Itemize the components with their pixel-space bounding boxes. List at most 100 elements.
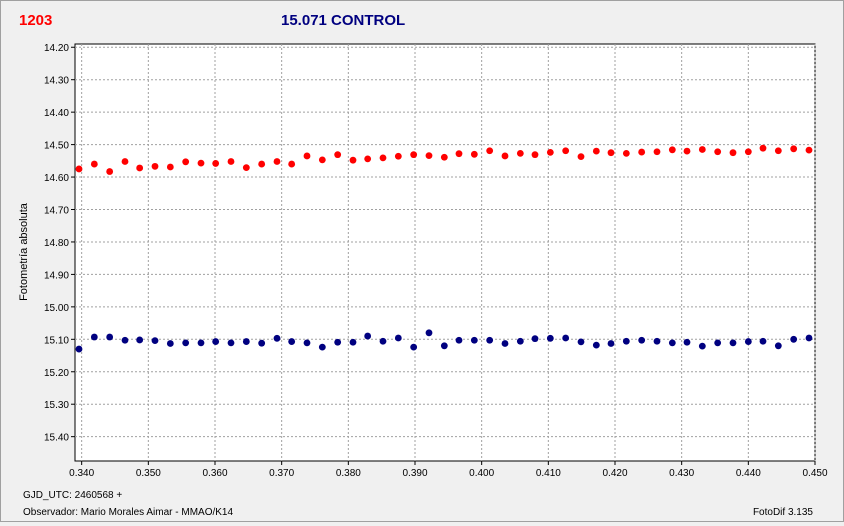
grid — [75, 44, 816, 461]
series-2-point — [334, 338, 342, 346]
series-1-point — [592, 147, 600, 155]
x-tick-label: 0.370 — [269, 468, 294, 479]
series-1-point — [90, 160, 98, 168]
y-tick-label: 15.20 — [44, 368, 69, 379]
x-tick-label: 0.340 — [69, 468, 94, 479]
y-tick-label: 15.40 — [44, 433, 69, 444]
series-1-point — [668, 146, 676, 154]
series-1-point — [242, 164, 250, 172]
series-2-point — [394, 334, 402, 342]
series-1-point — [425, 152, 433, 160]
series-1-point — [394, 152, 402, 160]
series-2-point — [805, 334, 813, 342]
series-1-point — [227, 158, 235, 165]
series-1-point — [546, 148, 554, 156]
series-1-point — [653, 148, 661, 156]
y-tick-label: 14.80 — [44, 238, 69, 249]
series-1-point — [212, 160, 220, 167]
x-tick-label: 0.420 — [602, 468, 627, 479]
x-tick-label: 0.380 — [336, 468, 361, 479]
series-2-point — [638, 336, 646, 344]
footer-observer: Observador: Mario Morales Aimar - MMAO/K… — [23, 507, 233, 518]
series-2-point — [288, 338, 296, 345]
series-1-point — [273, 158, 281, 165]
series-1-point — [455, 150, 463, 158]
plot-area — [74, 43, 816, 462]
series-1-point — [258, 160, 266, 168]
series-1-point — [136, 164, 144, 172]
series-1-point — [516, 149, 524, 157]
series-2-point — [182, 339, 190, 347]
series-1-point — [774, 147, 782, 155]
series-2-point — [410, 343, 418, 351]
series-2-point — [790, 335, 798, 343]
y-tick-label: 14.60 — [44, 173, 69, 184]
series-2-point — [546, 334, 554, 342]
series-1-point — [805, 146, 813, 154]
series-1-point — [364, 155, 372, 163]
header-left-label: 1203 — [19, 12, 52, 29]
series-1-point — [622, 149, 630, 157]
x-tick-label: 0.350 — [136, 468, 161, 479]
series-1-point — [288, 160, 296, 168]
series-1-point — [729, 149, 737, 157]
x-tick-label: 0.440 — [736, 468, 761, 479]
series-1-point — [486, 147, 494, 155]
series-2-point — [106, 333, 114, 341]
series-2-point — [607, 340, 615, 347]
series-1-point — [683, 147, 691, 155]
x-tick-label: 0.450 — [802, 468, 827, 479]
x-tick-label: 0.400 — [469, 468, 494, 479]
series-1-point — [410, 151, 418, 159]
y-tick-label: 14.40 — [44, 108, 69, 119]
x-tick-label: 0.390 — [402, 468, 427, 479]
series-1-point — [531, 151, 539, 159]
series-2-point — [166, 340, 174, 347]
series-2-point — [698, 342, 706, 350]
x-tick-label: 0.430 — [669, 468, 694, 479]
axis-ticks: 0.340 0.350 0.360 0.370 0.380 0.390 0.400 0.410… — [44, 43, 828, 479]
series-2-point — [227, 339, 235, 347]
series-1-point — [744, 148, 752, 156]
series-2-point — [212, 338, 220, 345]
y-tick-label: 15.30 — [44, 400, 69, 411]
series-2-point — [425, 329, 433, 337]
series-2-point — [622, 337, 630, 345]
series-1-point — [759, 144, 767, 152]
series-2-point — [501, 340, 509, 347]
y-tick-label: 15.10 — [44, 335, 69, 346]
series-1-point — [166, 163, 174, 171]
series-1-point — [379, 154, 387, 162]
x-tick-label: 0.410 — [536, 468, 561, 479]
series-1-point — [151, 162, 159, 170]
series-2-point — [364, 332, 372, 340]
y-tick-label: 14.20 — [44, 43, 69, 54]
series-2-point — [668, 339, 676, 347]
series-2-point — [197, 339, 205, 347]
series-1-point — [197, 159, 205, 167]
chart-title: 15.071 CONTROL — [281, 12, 405, 29]
series-1-point — [303, 152, 311, 160]
series-2-point — [470, 336, 478, 344]
y-tick-label: 14.30 — [44, 76, 69, 87]
series-2-point — [151, 337, 159, 345]
series-2-point — [759, 337, 767, 345]
series-1-point — [501, 152, 509, 160]
series-2-point — [774, 342, 782, 350]
series-1-point — [577, 153, 585, 161]
series-2-point — [516, 337, 524, 345]
series-1-point — [121, 158, 129, 165]
series-1-point — [790, 145, 798, 153]
data-points — [75, 144, 813, 353]
series-1-point — [334, 151, 342, 159]
footer-software: FotoDif 3.135 — [753, 507, 813, 518]
series-1-point — [318, 156, 326, 164]
series-2-point — [714, 339, 722, 347]
series-2-point — [136, 336, 144, 344]
series-1-point — [75, 165, 83, 173]
series-1-point — [638, 148, 646, 156]
y-axis-label: Fotometría absoluta — [18, 202, 30, 301]
series-2-point — [577, 338, 585, 346]
series-2-point — [455, 336, 463, 344]
